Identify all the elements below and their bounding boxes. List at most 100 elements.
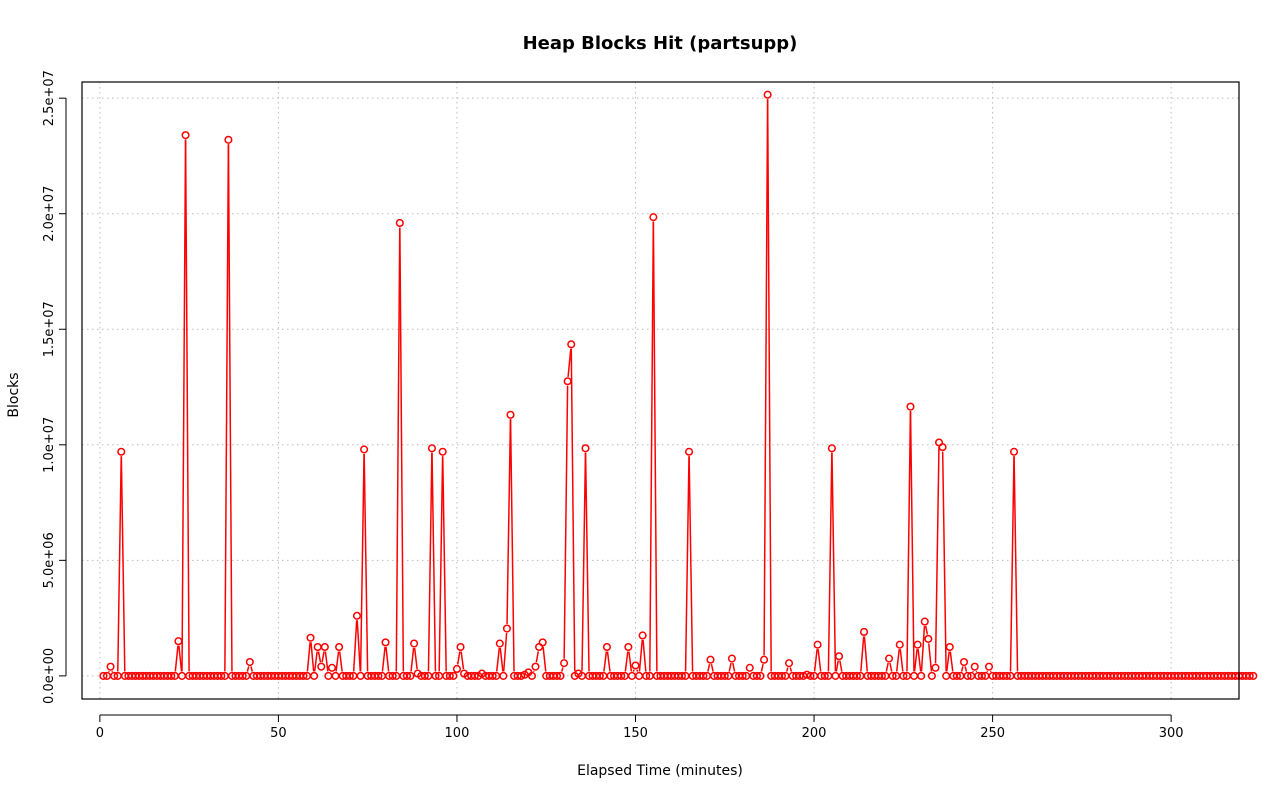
- series-segment: [385, 646, 390, 672]
- x-axis-label: Elapsed Time (minutes): [577, 763, 743, 779]
- x-tick-label: 200: [802, 726, 827, 741]
- data-point: [99, 671, 108, 680]
- series-segment: [542, 646, 547, 672]
- data-point: [488, 671, 497, 680]
- data-point: [649, 213, 658, 222]
- data-point: [617, 671, 626, 680]
- data-point: [445, 671, 454, 680]
- data-point: [374, 671, 383, 680]
- series-segment: [899, 649, 904, 672]
- series-segment: [441, 456, 447, 672]
- data-point: [760, 655, 769, 664]
- x-axis: 0 50 100 150 200 250 300: [96, 714, 1184, 741]
- y-axis-label: Blocks: [6, 372, 22, 417]
- series-segment: [567, 348, 572, 377]
- data-point: [110, 671, 119, 680]
- series-segment: [535, 651, 540, 663]
- data-point: [345, 671, 354, 680]
- data-point: [381, 638, 390, 647]
- data-point: [727, 654, 736, 663]
- series-segment: [934, 446, 940, 664]
- series-segment: [913, 649, 918, 672]
- series-segment: [324, 651, 329, 672]
- data-point: [560, 659, 569, 668]
- data-point: [420, 671, 429, 680]
- series-segment: [928, 643, 933, 672]
- data-point: [970, 662, 979, 671]
- series-segment: [359, 453, 365, 672]
- data-point: [427, 444, 437, 453]
- data-point: [642, 671, 651, 680]
- series-segment: [603, 651, 608, 672]
- data-point: [327, 663, 337, 672]
- series-segment: [960, 666, 964, 672]
- series-segment: [352, 620, 358, 672]
- data-point: [699, 671, 708, 680]
- y-tick-label: 2.5e+07: [42, 70, 57, 126]
- data-point: [581, 444, 590, 453]
- series-segment: [860, 636, 865, 672]
- series-segment: [728, 662, 732, 672]
- data-point: [410, 639, 419, 648]
- series-segment: [570, 348, 576, 672]
- data-point: [631, 661, 640, 670]
- series-segment: [839, 660, 843, 672]
- data-point: [859, 627, 869, 637]
- series-segment: [395, 227, 401, 672]
- data-point: [310, 671, 319, 680]
- data-point: [738, 671, 747, 680]
- data-point: [527, 671, 536, 680]
- data-point: [984, 662, 994, 671]
- series-segment: [684, 456, 690, 672]
- series-segment: [827, 452, 833, 672]
- data-point: [899, 671, 908, 680]
- data-point: [456, 642, 465, 652]
- series-segment: [766, 99, 772, 672]
- series-segment: [224, 144, 230, 672]
- series-segment: [949, 651, 954, 672]
- series-segment: [502, 632, 508, 672]
- series-segment: [495, 647, 501, 672]
- data-point: [752, 671, 761, 680]
- data-point: [895, 640, 904, 649]
- x-tick-label: 0: [96, 726, 104, 741]
- series-segment: [895, 649, 900, 672]
- series-segment: [835, 660, 839, 672]
- data-point: [685, 447, 694, 456]
- series-segment: [964, 666, 968, 672]
- data-point: [117, 447, 126, 456]
- series-segment: [732, 662, 736, 672]
- data-point: [834, 652, 844, 661]
- series-segment: [120, 456, 126, 672]
- data-point: [959, 657, 969, 667]
- series-segment: [638, 639, 643, 672]
- data-point: [556, 671, 565, 680]
- series-segment: [945, 651, 950, 672]
- series-segment: [789, 667, 793, 672]
- series-segment: [909, 411, 915, 672]
- data-point: [335, 642, 344, 652]
- data-point: [638, 631, 647, 640]
- data-point: [531, 662, 540, 671]
- data-point: [452, 664, 462, 674]
- grid: [82, 82, 1239, 699]
- data-point: [777, 671, 786, 680]
- series-segment: [941, 451, 947, 672]
- series-segment: [356, 620, 362, 672]
- series-segment: [410, 647, 415, 672]
- data-point: [245, 657, 254, 667]
- data-point: [320, 642, 329, 652]
- series-segment: [1009, 456, 1015, 672]
- series-segment: [227, 144, 233, 672]
- data-point: [388, 671, 397, 680]
- data-point: [1002, 671, 1011, 680]
- data-point: [785, 659, 794, 668]
- series-segment: [184, 139, 190, 672]
- data-point: [877, 671, 886, 680]
- data-point: [963, 671, 972, 680]
- series-segment: [381, 646, 386, 672]
- data-point: [449, 671, 458, 680]
- series-segment: [563, 385, 569, 659]
- data-point: [1009, 447, 1019, 456]
